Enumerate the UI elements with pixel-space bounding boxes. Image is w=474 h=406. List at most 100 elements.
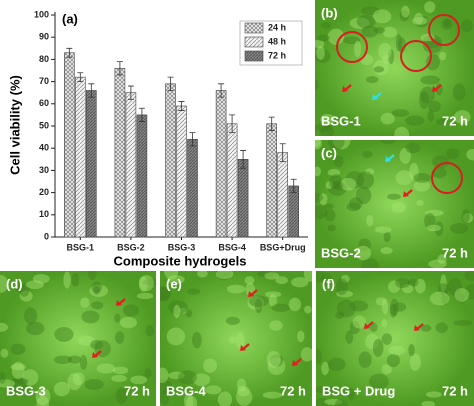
- arrow-head: [92, 352, 98, 358]
- cell: [163, 386, 172, 394]
- cell: [366, 215, 374, 227]
- cell: [348, 387, 355, 401]
- cell: [394, 126, 410, 136]
- arrow-head: [432, 86, 438, 92]
- cell: [144, 368, 152, 378]
- bar: [266, 123, 278, 238]
- cell: [327, 357, 346, 371]
- cell: [327, 224, 336, 232]
- y-tick-label: 60: [39, 98, 49, 108]
- cell: [215, 271, 234, 279]
- cell: [399, 10, 409, 22]
- bar: [277, 152, 289, 238]
- cell: [130, 375, 148, 385]
- micrograph: [315, 0, 474, 136]
- cell: [340, 274, 350, 283]
- cell: [381, 298, 389, 315]
- cell: [382, 26, 398, 38]
- cell: [378, 42, 392, 60]
- cell: [366, 76, 379, 84]
- cell: [266, 350, 281, 368]
- cell: [185, 309, 193, 318]
- cell: [267, 357, 286, 376]
- micrograph: [316, 271, 474, 406]
- cell: [416, 199, 424, 206]
- bar: [237, 159, 249, 238]
- cell: [0, 322, 9, 332]
- arrow-head: [403, 191, 409, 197]
- cell: [381, 333, 393, 345]
- cell: [316, 398, 329, 406]
- cell: [361, 6, 381, 16]
- cell: [419, 86, 436, 104]
- y-tick-label: 70: [39, 76, 49, 86]
- sample-label: BSG-3: [6, 383, 46, 398]
- cell: [395, 34, 403, 52]
- arrow-head: [364, 323, 370, 329]
- cell: [365, 168, 375, 176]
- cell: [454, 110, 471, 124]
- y-tick-label: 0: [44, 231, 49, 241]
- bar: [226, 123, 238, 238]
- cell: [424, 1, 436, 13]
- time-label: 72 h: [442, 383, 468, 398]
- cell: [349, 300, 369, 312]
- cell: [160, 367, 169, 384]
- cell: [412, 16, 428, 25]
- highlight-circle: [400, 40, 432, 72]
- cell: [369, 373, 389, 390]
- cell: [373, 66, 385, 73]
- cell: [93, 285, 100, 295]
- cell: [237, 385, 250, 397]
- bar: [64, 52, 75, 238]
- cell: [420, 75, 440, 85]
- cell: [325, 181, 333, 190]
- cell: [365, 333, 380, 350]
- cell: [264, 272, 280, 280]
- cell: [320, 114, 335, 125]
- cell: [316, 45, 325, 60]
- sample-label: BSG + Drug: [322, 383, 395, 398]
- cell: [436, 118, 446, 126]
- cell: [320, 272, 333, 285]
- arrow-head: [116, 300, 122, 306]
- cell: [316, 385, 336, 394]
- legend-swatch: [244, 22, 264, 34]
- legend-swatch: [244, 36, 264, 48]
- cell: [72, 372, 85, 386]
- arrow-head: [414, 325, 420, 331]
- cell: [15, 281, 24, 293]
- cell: [423, 34, 443, 49]
- cell: [136, 292, 154, 300]
- cell: [228, 336, 236, 344]
- panel-label: (e): [166, 276, 182, 291]
- cell: [407, 278, 419, 287]
- x-tick-label: BSG-1: [67, 242, 95, 252]
- error-bar: [66, 47, 73, 58]
- cell: [160, 389, 170, 405]
- cell: [426, 224, 441, 232]
- cell: [187, 288, 201, 295]
- cell: [395, 170, 413, 186]
- cell: [13, 378, 29, 385]
- cell: [349, 17, 370, 29]
- cell: [53, 355, 73, 365]
- cell: [441, 289, 449, 305]
- micrograph: [315, 140, 474, 268]
- cell: [381, 55, 392, 65]
- cell: [421, 401, 436, 406]
- cell: [173, 304, 181, 319]
- cell: [387, 193, 401, 200]
- y-tick-label: 30: [39, 165, 49, 175]
- cell: [395, 277, 411, 289]
- cell: [329, 174, 343, 190]
- cell: [361, 258, 379, 268]
- cell: [432, 155, 450, 169]
- arrow-head: [292, 360, 298, 366]
- cell: [383, 231, 391, 243]
- cell: [419, 91, 429, 110]
- error-bar: [116, 61, 123, 76]
- cell: [0, 372, 6, 384]
- cell: [119, 316, 137, 329]
- cell: [142, 278, 156, 286]
